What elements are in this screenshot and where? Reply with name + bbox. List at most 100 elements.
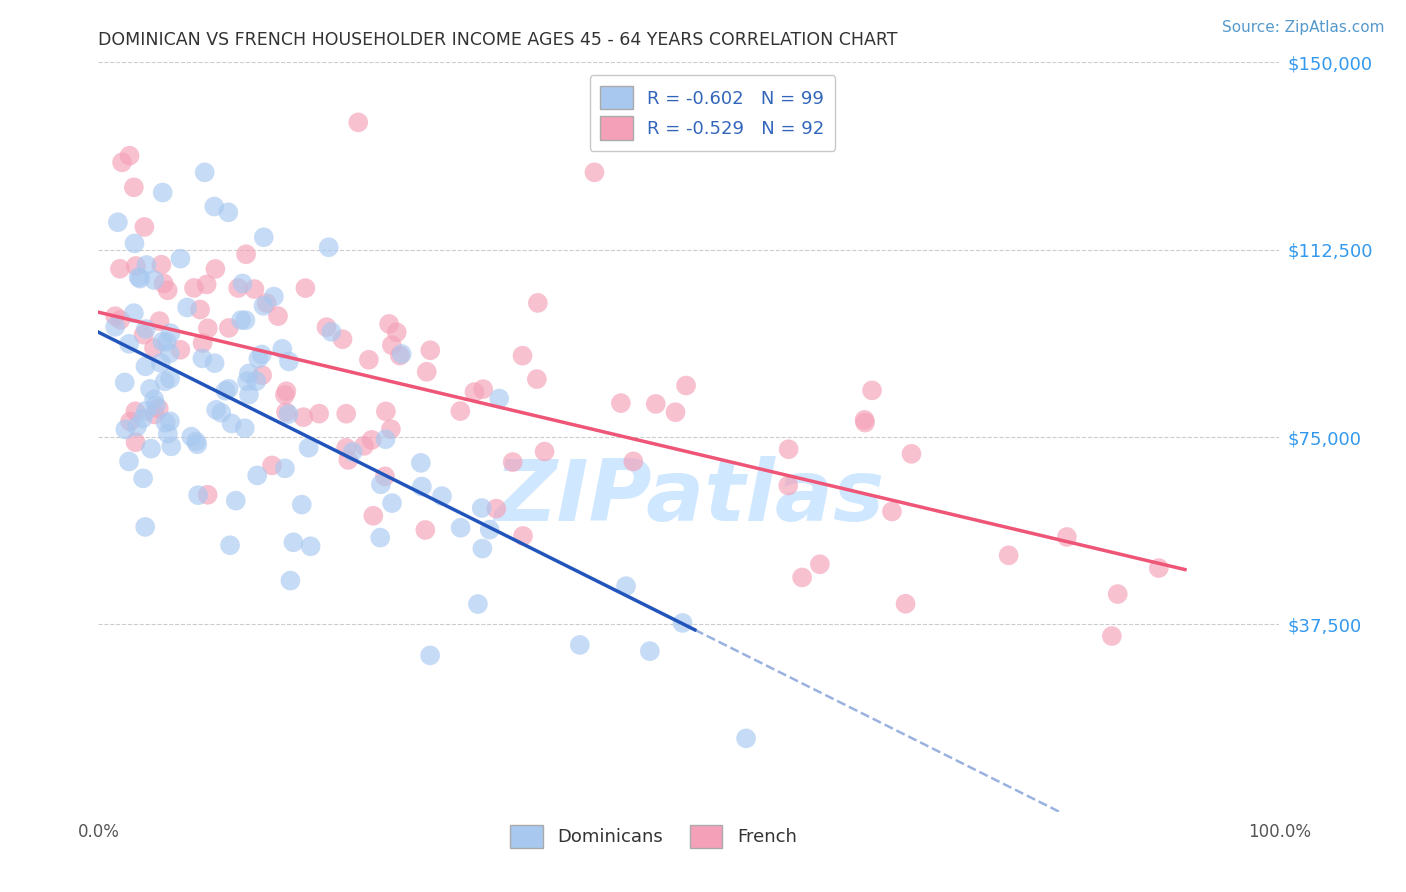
Point bbox=[197, 488, 219, 502]
Point bbox=[526, 372, 548, 386]
Point bbox=[1107, 587, 1129, 601]
Point bbox=[156, 283, 179, 297]
Point bbox=[430, 489, 453, 503]
Point bbox=[353, 439, 375, 453]
Point bbox=[209, 406, 232, 420]
Point bbox=[152, 334, 174, 349]
Point bbox=[238, 367, 260, 381]
Point bbox=[512, 529, 534, 543]
Point bbox=[111, 155, 134, 169]
Point bbox=[271, 342, 294, 356]
Point bbox=[472, 382, 495, 396]
Point bbox=[1147, 561, 1170, 575]
Point bbox=[217, 205, 239, 219]
Text: DOMINICAN VS FRENCH HOUSEHOLDER INCOME AGES 45 - 64 YEARS CORRELATION CHART: DOMINICAN VS FRENCH HOUSEHOLDER INCOME A… bbox=[98, 31, 898, 49]
Point bbox=[276, 384, 298, 399]
Point bbox=[124, 404, 146, 418]
Point bbox=[463, 385, 485, 400]
Point bbox=[488, 392, 510, 406]
Point bbox=[409, 456, 432, 470]
Point bbox=[118, 454, 141, 468]
Point bbox=[143, 273, 166, 287]
Point bbox=[184, 434, 207, 449]
Point bbox=[778, 442, 800, 457]
Point bbox=[471, 541, 494, 556]
Point bbox=[471, 501, 494, 516]
Point bbox=[122, 180, 145, 194]
Point bbox=[125, 259, 148, 273]
Point bbox=[467, 597, 489, 611]
Point bbox=[122, 306, 145, 320]
Point bbox=[450, 521, 472, 535]
Point bbox=[169, 343, 191, 357]
Point bbox=[186, 437, 208, 451]
Point bbox=[274, 405, 297, 419]
Point bbox=[502, 455, 524, 469]
Point bbox=[187, 488, 209, 502]
Point bbox=[233, 421, 256, 435]
Point bbox=[160, 439, 183, 453]
Point bbox=[159, 326, 181, 341]
Point bbox=[299, 539, 322, 553]
Point bbox=[148, 314, 170, 328]
Point bbox=[243, 282, 266, 296]
Point bbox=[252, 299, 274, 313]
Point bbox=[180, 430, 202, 444]
Point bbox=[292, 410, 315, 425]
Point bbox=[226, 281, 249, 295]
Point bbox=[664, 405, 686, 419]
Point bbox=[152, 186, 174, 200]
Point bbox=[135, 258, 157, 272]
Point bbox=[118, 149, 141, 163]
Point bbox=[853, 413, 876, 427]
Point bbox=[644, 397, 666, 411]
Point bbox=[139, 382, 162, 396]
Point bbox=[132, 471, 155, 485]
Point bbox=[120, 415, 142, 429]
Point bbox=[318, 240, 340, 254]
Point bbox=[263, 289, 285, 303]
Point bbox=[385, 325, 408, 339]
Point bbox=[294, 281, 316, 295]
Point bbox=[176, 301, 198, 315]
Point bbox=[808, 558, 831, 572]
Point bbox=[277, 354, 299, 368]
Point bbox=[900, 447, 922, 461]
Point bbox=[735, 731, 758, 746]
Point bbox=[512, 349, 534, 363]
Point bbox=[218, 382, 240, 396]
Point bbox=[342, 445, 364, 459]
Point bbox=[155, 416, 177, 430]
Point bbox=[131, 411, 153, 425]
Point bbox=[415, 523, 437, 537]
Point bbox=[204, 356, 226, 370]
Point bbox=[214, 384, 236, 398]
Point bbox=[416, 365, 439, 379]
Point bbox=[134, 359, 156, 374]
Point bbox=[308, 407, 330, 421]
Point bbox=[391, 347, 413, 361]
Point bbox=[374, 469, 396, 483]
Point bbox=[374, 404, 396, 418]
Point bbox=[370, 477, 392, 491]
Point bbox=[110, 313, 132, 327]
Point bbox=[363, 508, 385, 523]
Point bbox=[156, 334, 179, 349]
Point bbox=[894, 597, 917, 611]
Point bbox=[124, 435, 146, 450]
Point bbox=[108, 261, 131, 276]
Point bbox=[238, 387, 260, 401]
Point bbox=[159, 414, 181, 428]
Point bbox=[419, 343, 441, 358]
Point bbox=[245, 374, 267, 388]
Point bbox=[114, 376, 136, 390]
Point bbox=[148, 401, 170, 416]
Point bbox=[250, 347, 273, 361]
Point bbox=[568, 638, 591, 652]
Point bbox=[156, 426, 179, 441]
Point bbox=[378, 317, 401, 331]
Point bbox=[283, 535, 305, 549]
Point bbox=[671, 615, 693, 630]
Point bbox=[614, 579, 637, 593]
Point bbox=[621, 454, 644, 468]
